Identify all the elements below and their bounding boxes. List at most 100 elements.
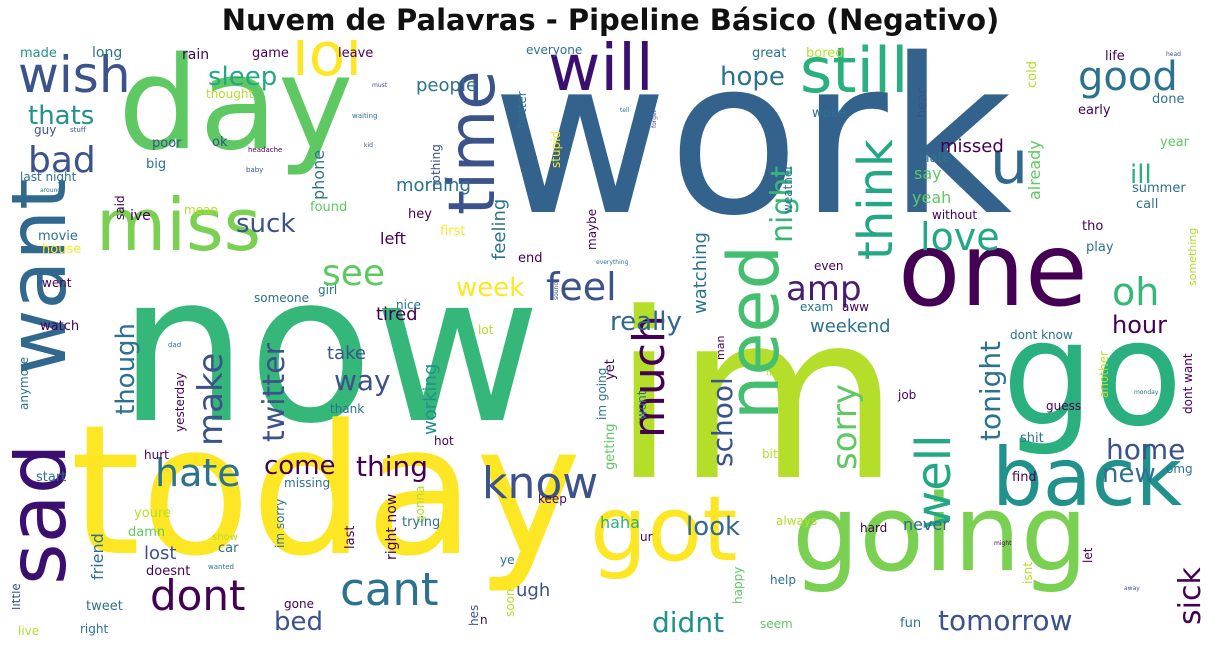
word-know: know xyxy=(482,458,598,509)
word-waiting: waiting xyxy=(352,112,378,120)
word-wont: wont xyxy=(635,390,649,420)
word-stupid: stupid xyxy=(549,131,563,168)
word-hard: hard xyxy=(860,521,887,535)
word-wish: wish xyxy=(18,46,131,104)
word-bored: bored xyxy=(806,46,844,61)
word-trying: trying xyxy=(402,515,440,530)
word-left: left xyxy=(380,229,406,248)
word-way: way xyxy=(334,364,391,397)
word-everything: everything xyxy=(596,259,629,266)
word-end: end xyxy=(518,251,543,266)
word-everyone: everyone xyxy=(526,43,582,57)
word-ugh: ugh xyxy=(516,580,550,601)
word-watching: watching xyxy=(690,232,711,314)
word-right-now: right now xyxy=(384,494,400,560)
word-tonight: tonight xyxy=(974,341,1007,441)
word-day: day xyxy=(118,40,353,179)
word-little: little xyxy=(12,583,23,610)
word-work: work xyxy=(492,40,1012,263)
word-said: said xyxy=(113,195,127,220)
word-cold: cold xyxy=(1025,61,1040,88)
word-mom: mom xyxy=(766,368,789,378)
word-missing: missing xyxy=(284,476,330,490)
word-people: people xyxy=(416,75,477,96)
word-hear: hear xyxy=(915,88,930,118)
word-ok: ok xyxy=(212,135,228,150)
word-sound: sound xyxy=(553,282,560,300)
word-shit: shit xyxy=(1020,431,1044,446)
word-last: last xyxy=(343,526,358,549)
word-hurt: hurt xyxy=(144,448,169,462)
word-friend: friend xyxy=(88,533,107,580)
word-hate: hate xyxy=(155,451,241,495)
word-im: im xyxy=(612,265,900,532)
word-need: need xyxy=(713,245,795,420)
word-think: think xyxy=(848,139,904,260)
word-leave: leave xyxy=(338,46,373,61)
word-oh: oh xyxy=(1112,270,1159,314)
word-stuff: stuff xyxy=(70,126,86,134)
word-omg: omg xyxy=(1166,462,1193,476)
word-long: long xyxy=(92,45,122,61)
word-forget: forget xyxy=(651,109,658,128)
word-sorry: sorry xyxy=(825,384,865,470)
word-miss: miss xyxy=(96,183,261,267)
word-must: must xyxy=(372,82,388,89)
word-late: late xyxy=(926,151,951,166)
word-soon: soon xyxy=(503,588,517,617)
word-feeling: feeling xyxy=(489,199,510,260)
word-woke: woke xyxy=(812,106,846,121)
word-yet: yet xyxy=(603,359,618,380)
word-guess: guess xyxy=(1046,399,1081,413)
word-thing: thing xyxy=(356,450,428,483)
word-didnt: didnt xyxy=(652,606,724,639)
word-happy: happy xyxy=(731,567,745,604)
word-back: back xyxy=(992,431,1183,524)
word-show: show xyxy=(212,532,238,543)
word-house: house xyxy=(42,242,81,257)
word-around: around xyxy=(40,187,61,194)
word-hour: hour xyxy=(1112,311,1167,339)
word-damn: damn xyxy=(128,525,165,540)
word-play: play xyxy=(1086,240,1114,255)
word-dont: dont xyxy=(150,571,245,620)
word-suck: suck xyxy=(236,209,295,239)
word-game: game xyxy=(252,46,289,61)
word-mean: mean xyxy=(184,203,218,217)
word-big: big xyxy=(146,157,166,172)
word-watch: watch xyxy=(40,319,79,334)
word-missed: missed xyxy=(940,136,1004,157)
word-lost: lost xyxy=(144,543,176,564)
word-much: much xyxy=(624,315,675,438)
word-u: u xyxy=(990,128,1028,198)
word-ur: ur xyxy=(640,530,653,544)
word-well: well xyxy=(906,435,962,530)
word-twitter: twitter xyxy=(257,342,292,442)
word-sad: sad xyxy=(12,444,84,585)
word-look: look xyxy=(686,512,740,542)
word-say: say xyxy=(914,164,942,183)
word-live: live xyxy=(18,624,39,638)
word-weekend: weekend xyxy=(810,316,891,337)
word-good: good xyxy=(1078,54,1178,100)
word-headache: headache xyxy=(248,146,282,154)
word-morning: morning xyxy=(396,175,471,196)
word-without: without xyxy=(932,208,977,222)
word-hes: hes xyxy=(467,605,481,626)
word-rain: rain xyxy=(182,47,209,63)
word-amp: amp xyxy=(786,269,862,309)
word-week: week xyxy=(456,273,524,303)
word-make: make xyxy=(191,353,231,446)
word-find: find xyxy=(1012,470,1037,485)
word-going: going xyxy=(792,472,1088,595)
word-home: home xyxy=(1106,433,1185,466)
word-bad: bad xyxy=(28,140,96,181)
word-man: man xyxy=(714,336,727,360)
word-made: made xyxy=(20,46,57,61)
word-wanted: wanted xyxy=(208,563,234,571)
word-maybe: maybe xyxy=(585,209,599,250)
word-lot: lot xyxy=(478,323,494,337)
word-summer: summer xyxy=(1132,181,1186,196)
word-ive: ive xyxy=(130,208,151,224)
word-always: always xyxy=(776,514,817,528)
